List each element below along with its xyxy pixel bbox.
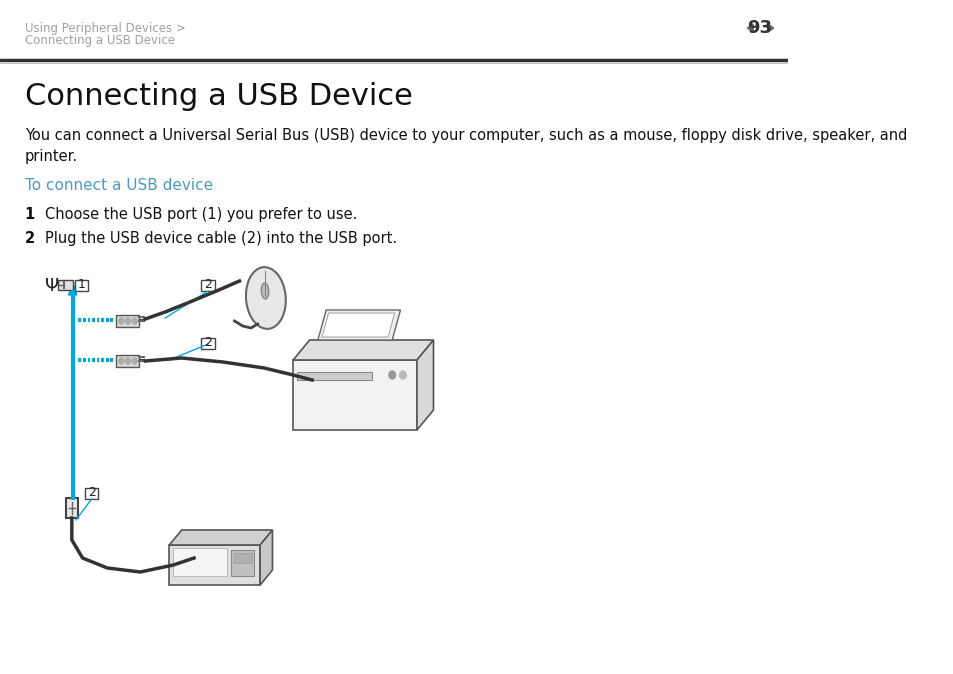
Circle shape: [126, 358, 131, 364]
FancyBboxPatch shape: [115, 315, 138, 327]
Polygon shape: [169, 530, 273, 545]
FancyBboxPatch shape: [231, 550, 254, 576]
Text: 2: 2: [204, 278, 212, 291]
Polygon shape: [322, 313, 395, 337]
Ellipse shape: [261, 283, 269, 299]
Polygon shape: [293, 360, 416, 430]
FancyBboxPatch shape: [297, 372, 371, 380]
Circle shape: [132, 358, 137, 364]
FancyBboxPatch shape: [233, 553, 252, 563]
Text: Plug the USB device cable (2) into the USB port.: Plug the USB device cable (2) into the U…: [46, 231, 397, 246]
FancyBboxPatch shape: [201, 280, 214, 291]
Text: 2: 2: [25, 231, 35, 246]
Polygon shape: [317, 310, 400, 340]
Polygon shape: [260, 530, 273, 585]
FancyBboxPatch shape: [85, 488, 98, 499]
Text: Connecting a USB Device: Connecting a USB Device: [25, 34, 174, 47]
FancyBboxPatch shape: [58, 280, 72, 290]
FancyBboxPatch shape: [115, 355, 138, 367]
Polygon shape: [746, 24, 752, 32]
Text: Choose the USB port (1) you prefer to use.: Choose the USB port (1) you prefer to us…: [46, 207, 357, 222]
FancyBboxPatch shape: [66, 498, 77, 518]
Polygon shape: [69, 282, 76, 295]
Text: To connect a USB device: To connect a USB device: [25, 178, 213, 193]
Text: Connecting a USB Device: Connecting a USB Device: [25, 82, 413, 111]
Circle shape: [399, 371, 406, 379]
Text: 1: 1: [78, 278, 86, 291]
Text: 93: 93: [746, 19, 771, 37]
Polygon shape: [416, 340, 433, 430]
Circle shape: [389, 371, 395, 379]
FancyBboxPatch shape: [173, 548, 227, 576]
Ellipse shape: [246, 267, 286, 329]
FancyBboxPatch shape: [201, 338, 214, 349]
Text: 2: 2: [88, 487, 95, 499]
Text: Using Peripheral Devices >: Using Peripheral Devices >: [25, 22, 185, 35]
FancyBboxPatch shape: [75, 280, 89, 291]
Circle shape: [126, 318, 131, 324]
Text: Ψ: Ψ: [46, 277, 59, 295]
Polygon shape: [293, 340, 433, 360]
Polygon shape: [767, 24, 773, 32]
Circle shape: [119, 318, 124, 324]
Polygon shape: [169, 545, 260, 585]
Text: You can connect a Universal Serial Bus (USB) device to your computer, such as a : You can connect a Universal Serial Bus (…: [25, 128, 906, 164]
Text: 1: 1: [25, 207, 35, 222]
Text: 2: 2: [204, 336, 212, 350]
Circle shape: [119, 358, 124, 364]
Circle shape: [132, 318, 137, 324]
